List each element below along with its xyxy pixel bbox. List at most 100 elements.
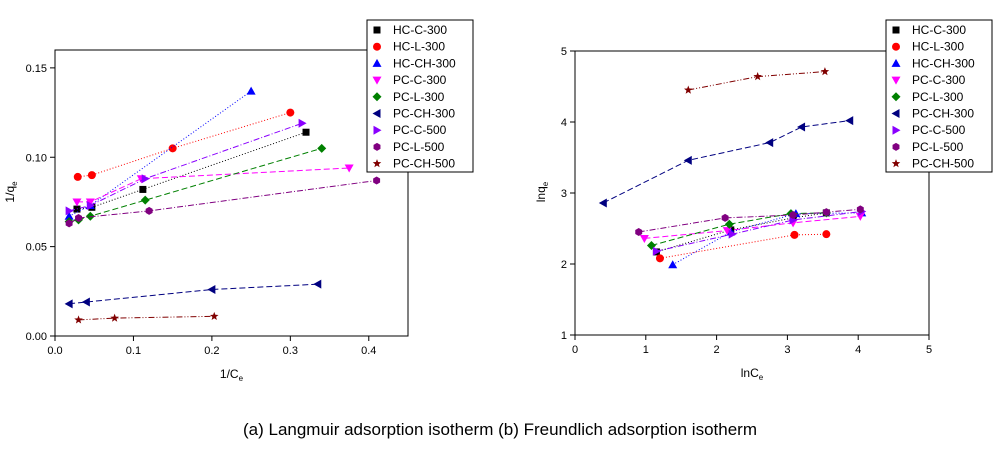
data-point: [86, 201, 95, 211]
legend-box: [366, 19, 474, 173]
legend-marker: [373, 125, 382, 135]
data-point: [65, 206, 74, 216]
data-point: [110, 313, 119, 322]
series-line: [672, 212, 862, 266]
series-line: [68, 90, 252, 217]
data-point: [140, 195, 150, 205]
data-point: [344, 164, 354, 173]
x-tick-label: 4: [855, 344, 861, 356]
legend-entry: HC-C-300: [912, 23, 966, 37]
data-point: [728, 229, 737, 239]
data-point: [145, 206, 153, 215]
legend-entry: PC-L-500: [912, 140, 964, 154]
series-pc-c-300: [72, 164, 354, 207]
data-point: [72, 198, 82, 207]
data-point: [64, 211, 74, 220]
data-point: [822, 208, 830, 217]
series-line: [77, 112, 291, 178]
series-line: [68, 122, 303, 212]
data-point: [75, 214, 82, 223]
series-pc-ch-300: [598, 116, 854, 208]
data-point: [85, 211, 95, 221]
series-line: [77, 167, 350, 203]
y-tick-label: 3: [561, 188, 567, 200]
x-axis-label: lnCe: [741, 366, 764, 382]
data-point: [683, 155, 692, 165]
legend-marker: [892, 26, 900, 34]
y-tick-label: 4: [561, 117, 567, 129]
legend-entry: PC-CH-300: [912, 107, 974, 121]
x-tick-label: 0.1: [126, 345, 141, 357]
data-point: [286, 108, 295, 117]
series-pc-l-300: [64, 143, 327, 227]
legend-marker: [372, 92, 382, 102]
series-pc-ch-500: [684, 67, 830, 94]
data-point: [313, 279, 322, 289]
series-line: [688, 71, 825, 91]
data-point: [635, 228, 643, 237]
data-point: [81, 297, 90, 307]
legend-entry: PC-CH-500: [393, 157, 455, 171]
x-tick-label: 0.0: [47, 345, 62, 357]
data-point: [373, 176, 381, 185]
legend-entry: HC-C-300: [393, 23, 447, 37]
legend: HC-C-300 HC-L-300 HC-CH-300 PC-C-300 PC-L-30…: [366, 19, 474, 173]
data-point: [209, 311, 219, 320]
legend-marker: [891, 76, 901, 85]
legend-entry: PC-L-300: [393, 90, 445, 104]
legend-entry: HC-L-300: [912, 40, 964, 54]
chart-panel-2: 0 1 2 3 4 512345lnCelnqeHC-C-300HC-L-300HC-CH…: [534, 19, 993, 382]
data-point: [753, 72, 762, 81]
data-point: [820, 67, 830, 76]
legend-entry: PC-CH-300: [393, 107, 455, 121]
data-point: [85, 198, 95, 207]
series-line: [69, 147, 322, 223]
y-tick-label: 0.10: [26, 152, 47, 164]
series-pc-c-500: [65, 118, 307, 216]
legend-entry: PC-L-300: [912, 90, 964, 104]
data-point: [684, 85, 693, 94]
series-pc-ch-500: [74, 311, 219, 324]
series-line: [659, 233, 827, 259]
series-line: [656, 211, 862, 252]
data-point: [141, 174, 150, 184]
y-tick-label: 5: [561, 46, 567, 58]
series-line: [603, 120, 850, 204]
x-tick-label: 0.4: [361, 345, 376, 357]
data-point: [598, 198, 607, 208]
x-axis-label: 1/Ce: [220, 367, 244, 383]
y-tick-label: 0.15: [26, 63, 47, 75]
data-point: [721, 213, 729, 222]
y-tick-label: 0.05: [26, 242, 47, 254]
data-point: [74, 315, 83, 324]
x-tick-label: 0.2: [204, 345, 219, 357]
legend-marker: [372, 76, 382, 85]
data-point: [652, 246, 661, 256]
series-line: [651, 212, 827, 246]
data-point: [845, 116, 854, 126]
legend-entry: HC-CH-300: [393, 56, 456, 70]
data-point: [168, 144, 177, 153]
chart-panel-1: 0.0 0.1 0.2 0.3 0.4 0.00 0.05 0.10 0.15 1/Ce 1/qe H…: [3, 19, 474, 383]
data-point: [317, 143, 327, 153]
series-pc-ch-300: [64, 279, 322, 309]
legend-marker: [372, 109, 381, 118]
data-point: [855, 212, 865, 221]
legend-marker: [372, 58, 382, 67]
legend-marker: [891, 109, 900, 118]
legend-entry: PC-L-500: [393, 140, 445, 154]
x-tick-label: 0.3: [283, 345, 298, 357]
data-point: [790, 230, 799, 239]
legend-marker: [891, 92, 901, 102]
data-point: [65, 219, 73, 228]
legend: HC-C-300 HC-L-300 HC-CH-300 PC-C-300 PC-L-30…: [885, 19, 993, 173]
legend-entry: PC-C-300: [393, 73, 447, 87]
series-line: [644, 215, 861, 239]
series-pc-c-300: [639, 212, 865, 243]
series-pc-l-500: [635, 205, 864, 237]
data-point: [668, 260, 678, 269]
data-point: [639, 234, 649, 243]
legend-marker: [892, 42, 900, 51]
y-tick-label: 0.00: [26, 331, 47, 343]
